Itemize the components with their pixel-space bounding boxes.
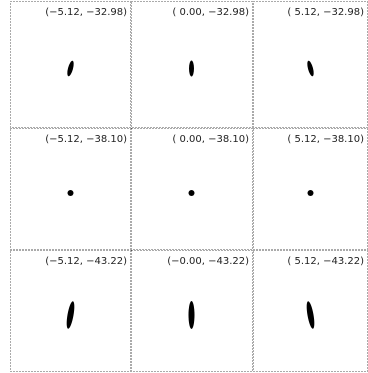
psf-spot <box>189 61 194 77</box>
psf-grid: (−5.12, −32.98) ( 0.00, −32.98) ( 5.12, −3… <box>0 0 368 373</box>
panel-label: (−5.12, −38.10) <box>45 134 127 145</box>
panel-label: ( 5.12, −38.10) <box>287 134 364 145</box>
psf-spot <box>68 190 74 196</box>
panel-label: (−0.00, −43.22) <box>167 256 249 267</box>
panel-label: (−5.12, −32.98) <box>45 7 127 18</box>
psf-spot <box>189 301 195 329</box>
panel-label: ( 0.00, −38.10) <box>172 134 249 145</box>
panel-label: ( 5.12, −43.22) <box>287 256 364 267</box>
panel-label: (−5.12, −43.22) <box>45 256 127 267</box>
panel-label: ( 5.12, −32.98) <box>287 7 364 18</box>
panel-label: ( 0.00, −32.98) <box>172 7 249 18</box>
psf-spot <box>308 190 314 196</box>
psf-spot <box>189 190 195 196</box>
